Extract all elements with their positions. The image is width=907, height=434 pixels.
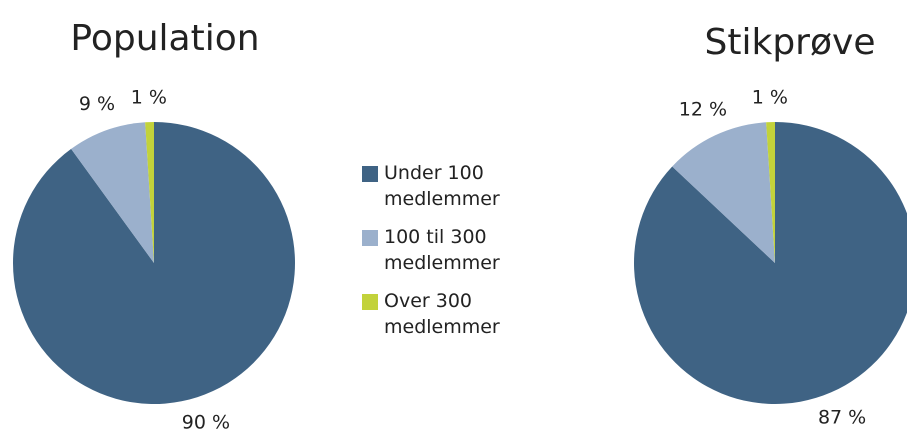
legend-item: Under 100 medlemmer xyxy=(362,160,532,212)
pie-slice xyxy=(672,122,775,263)
data-label: 1 % xyxy=(752,86,788,108)
legend-swatch xyxy=(362,166,378,182)
chart-title: Population xyxy=(70,18,259,59)
pie-slice xyxy=(634,122,907,404)
legend-label: Under 100 medlemmer xyxy=(384,162,500,210)
data-label: 1 % xyxy=(131,86,167,108)
data-label: 12 % xyxy=(679,98,727,120)
legend-swatch xyxy=(362,294,378,310)
pie-slice xyxy=(766,122,775,263)
legend-item: Over 300 medlemmer xyxy=(362,288,532,340)
legend: Under 100 medlemmer 100 til 300 medlemmer… xyxy=(362,160,532,352)
legend-swatch xyxy=(362,230,378,246)
chart-title: Stikprøve xyxy=(705,22,876,63)
legend-label: Over 300 medlemmer xyxy=(384,290,500,338)
pie-slice xyxy=(71,122,154,263)
legend-item: 100 til 300 medlemmer xyxy=(362,224,532,276)
data-label: 9 % xyxy=(79,93,115,115)
data-label: 90 % xyxy=(182,411,230,433)
data-label: 87 % xyxy=(818,407,866,429)
legend-label: 100 til 300 medlemmer xyxy=(384,226,500,274)
pie-slice xyxy=(145,122,154,263)
